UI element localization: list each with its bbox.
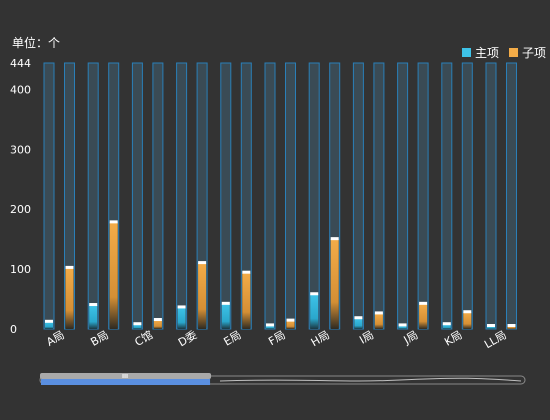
x-tick-label: E局 — [222, 328, 244, 348]
bar-sub[interactable] — [419, 303, 428, 329]
bar-cap — [507, 324, 516, 328]
x-tick-label: C馆 — [132, 327, 155, 348]
legend-label-main: 主项 — [474, 46, 499, 60]
legend-swatch-sub — [508, 48, 518, 57]
bar-sub[interactable] — [109, 222, 118, 329]
bar-track — [485, 62, 497, 330]
y-tick-label: 300 — [10, 143, 31, 156]
bar-cap — [310, 292, 319, 296]
bar-track — [264, 62, 276, 330]
grip-icon — [124, 374, 126, 378]
x-tick-label: B局 — [88, 328, 111, 349]
bar-track — [397, 62, 409, 330]
bar-cap — [487, 324, 495, 328]
bar-cap — [45, 319, 53, 323]
x-tick-label: J局 — [401, 328, 421, 347]
x-axis: A局 B局 C馆 D委 E局 F局 H局 I局 J局 K局 LL局 — [44, 327, 509, 351]
bar-track — [461, 62, 473, 330]
bar-sub[interactable] — [198, 263, 207, 329]
bar-cap — [109, 220, 118, 224]
bar-cap — [398, 323, 407, 327]
bar-main[interactable] — [89, 305, 98, 329]
bar-cap — [89, 303, 98, 307]
y-axis: 0 100 200 300 400 444 — [10, 57, 31, 336]
bar-cap — [442, 322, 451, 326]
bar-cap — [266, 323, 274, 327]
y-tick-label: 400 — [10, 83, 31, 96]
bar-cap — [153, 318, 162, 322]
legend: 主项 子项 — [461, 44, 546, 61]
bar-main[interactable] — [177, 307, 186, 329]
zoom-slider[interactable] — [39, 373, 526, 385]
x-tick-label: A局 — [44, 328, 67, 349]
bar-track — [506, 62, 517, 330]
bar-cap — [354, 316, 363, 320]
bar-cap — [133, 322, 142, 326]
bar-sub[interactable] — [507, 326, 516, 329]
grip-icon — [126, 374, 128, 378]
bar-sub[interactable] — [330, 239, 339, 329]
bar-cap — [198, 261, 207, 265]
bar-sub[interactable] — [374, 313, 383, 329]
bar-cap — [463, 310, 472, 314]
bar-sub[interactable] — [463, 312, 472, 329]
x-tick-label: H局 — [309, 328, 332, 349]
bar-cap — [330, 237, 339, 241]
bar-cap — [177, 305, 186, 309]
x-tick-label: I局 — [357, 328, 376, 346]
bar-track — [417, 62, 429, 330]
legend-label-sub: 子项 — [521, 46, 546, 60]
grip-icon — [122, 374, 124, 378]
slider-selection[interactable] — [41, 379, 211, 385]
x-tick-label: D委 — [176, 328, 199, 349]
bar-cap — [221, 301, 230, 305]
legend-swatch-main — [461, 48, 471, 57]
bar-sub[interactable] — [286, 320, 295, 329]
bar-main[interactable] — [442, 324, 451, 329]
bar-main[interactable] — [221, 303, 230, 329]
bar-cap — [374, 311, 383, 315]
bar-track — [441, 62, 453, 330]
bar-main[interactable] — [487, 326, 495, 329]
bar-main[interactable] — [45, 321, 53, 329]
legend-item-main[interactable]: 主项 — [461, 44, 499, 61]
x-tick-label: F局 — [266, 328, 288, 348]
y-tick-label: 0 — [10, 323, 17, 336]
slider-preview-line — [219, 377, 522, 382]
bar-cap — [419, 301, 428, 305]
unit-label: 单位：个 — [12, 36, 61, 50]
bar-track — [308, 62, 320, 330]
y-tick-label: 200 — [10, 203, 31, 216]
x-tick-label: K局 — [442, 328, 464, 348]
y-tick-label: 100 — [10, 263, 31, 276]
bar-track — [285, 62, 296, 330]
bar-track — [43, 62, 55, 330]
slider-track[interactable] — [39, 375, 526, 385]
bar-track — [352, 62, 364, 330]
y-tick-label: 444 — [10, 57, 31, 70]
bar-track — [220, 62, 232, 330]
legend-item-sub[interactable]: 子项 — [508, 44, 546, 61]
bar-track — [131, 62, 143, 330]
bar-main[interactable] — [310, 294, 319, 329]
bars — [43, 62, 517, 330]
bar-sub[interactable] — [242, 272, 251, 329]
bar-cap — [286, 318, 295, 322]
bar-track — [152, 62, 164, 330]
bar-main[interactable] — [266, 325, 274, 329]
bar-cap — [242, 270, 251, 274]
bar-main[interactable] — [354, 318, 363, 329]
bar-track — [87, 62, 99, 330]
bar-sub[interactable] — [153, 320, 162, 329]
bar-main[interactable] — [133, 324, 142, 329]
bar-track — [373, 62, 385, 330]
bar-sub[interactable] — [65, 267, 74, 329]
bar-main[interactable] — [398, 325, 407, 329]
x-tick-label: LL局 — [482, 328, 509, 351]
bar-track — [176, 62, 188, 330]
bar-cap — [65, 265, 74, 269]
